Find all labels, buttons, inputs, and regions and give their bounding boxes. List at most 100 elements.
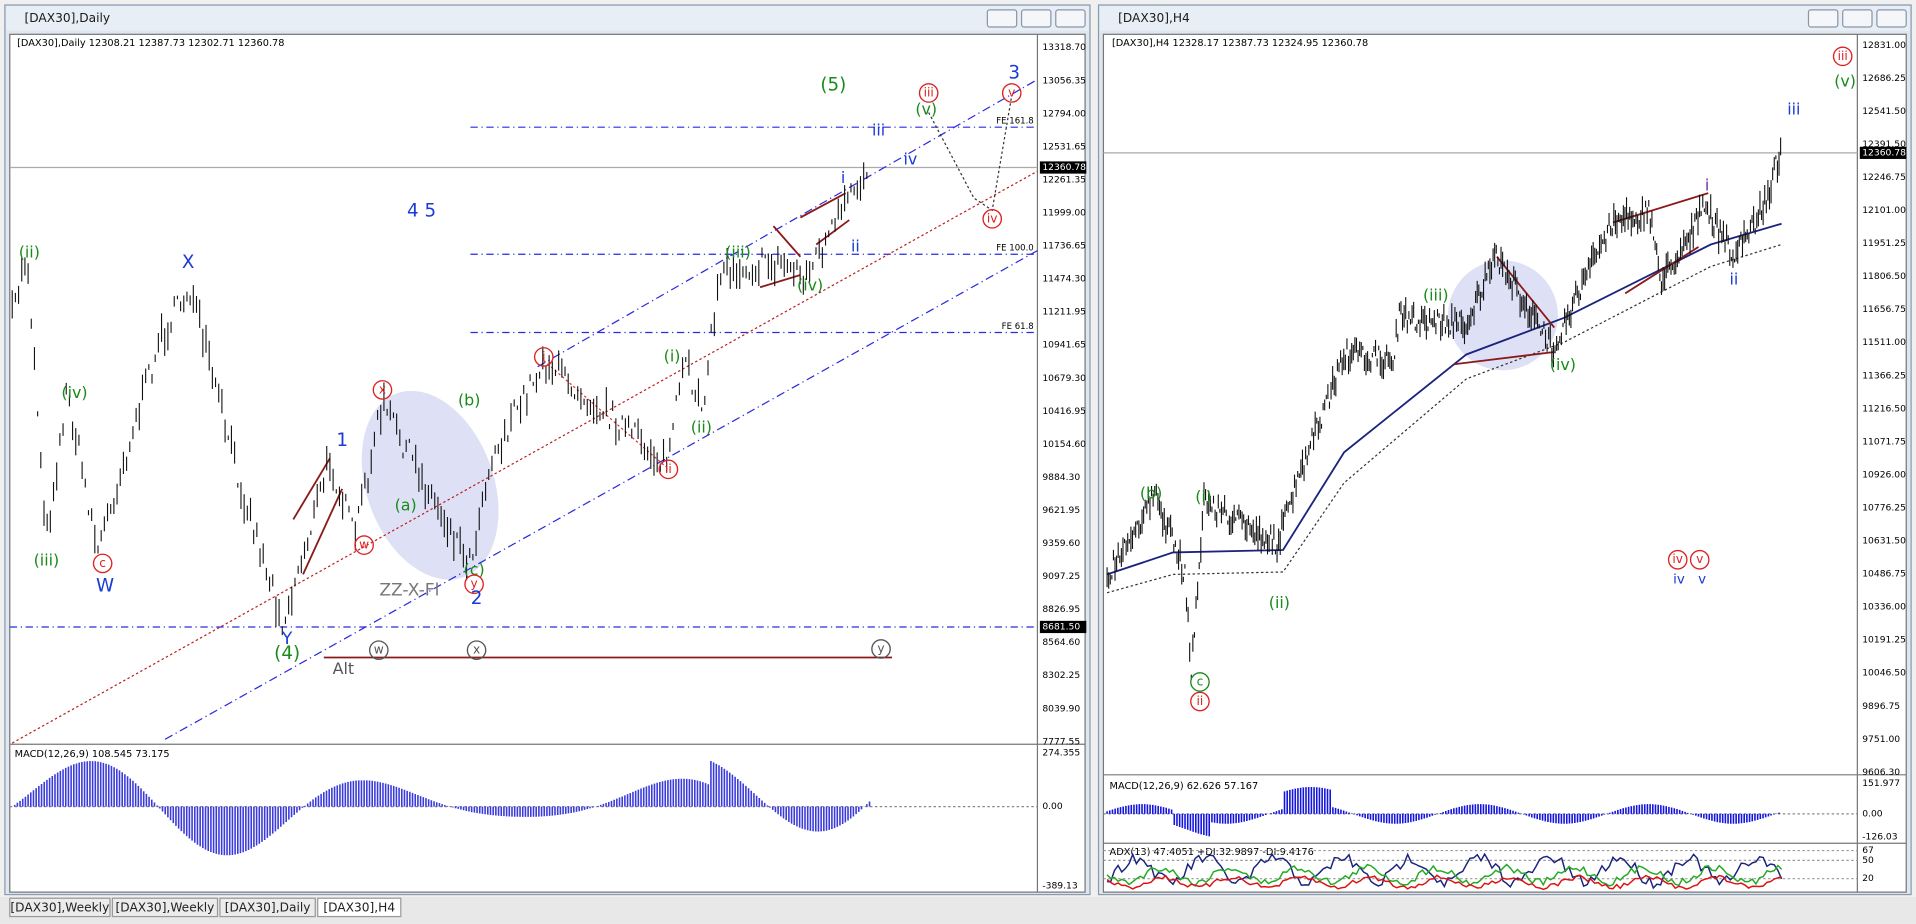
price-axis-label: 7777.55 bbox=[1042, 736, 1080, 747]
wave-circle bbox=[372, 380, 393, 400]
price-axis-label: 12531.65 bbox=[1042, 141, 1086, 152]
wedge-line bbox=[1453, 351, 1555, 366]
wave-label: Alt bbox=[333, 659, 355, 678]
price-axis-label: 11999.00 bbox=[1042, 208, 1086, 219]
wave-circle bbox=[1190, 672, 1210, 692]
wave-label: (iv) bbox=[1550, 355, 1576, 374]
macd-axis-label: -389.13 bbox=[1042, 881, 1078, 892]
price-marker-label: 12360.78 bbox=[1862, 147, 1906, 158]
price-axis-label: 9884.30 bbox=[1042, 472, 1080, 483]
wave-label: v bbox=[1698, 572, 1706, 587]
price-marker bbox=[1039, 161, 1087, 174]
wave-label: i bbox=[1705, 175, 1709, 194]
price-axis-label: 10154.60 bbox=[1042, 439, 1086, 450]
wedge-line bbox=[1624, 246, 1699, 295]
adx-line bbox=[1107, 852, 1783, 890]
chart-header: [DAX30],Daily 12308.21 12387.73 12302.71… bbox=[17, 38, 284, 49]
wedge-line bbox=[772, 225, 802, 258]
wave-label: ii bbox=[1730, 269, 1739, 288]
channel-line bbox=[537, 79, 1038, 368]
price-axis-label: 9359.60 bbox=[1042, 538, 1080, 549]
price-axis-label: 10336.00 bbox=[1862, 602, 1906, 613]
price-axis-label: 12794.00 bbox=[1042, 108, 1086, 119]
price-axis-label: 12101.00 bbox=[1862, 205, 1906, 216]
wave-label: (ii) bbox=[691, 417, 712, 436]
wave-label: W bbox=[96, 576, 114, 597]
wave-label: v bbox=[1008, 85, 1015, 99]
price-axis-label: 12686.25 bbox=[1862, 73, 1906, 84]
wave-label: ii bbox=[665, 462, 672, 476]
wave-label: iv bbox=[1673, 572, 1685, 587]
highlight-zone bbox=[1447, 260, 1558, 371]
tab[interactable] bbox=[219, 897, 316, 918]
wave-label: i bbox=[542, 349, 545, 363]
wave-label: (iv) bbox=[797, 276, 823, 295]
price-axis-label: 12261.35 bbox=[1042, 174, 1086, 185]
price-axis-label: 13056.35 bbox=[1042, 75, 1086, 86]
price-axis-label: 11511.00 bbox=[1862, 337, 1906, 348]
chart-header: [DAX30],H4 12328.17 12387.73 12324.95 12… bbox=[1112, 38, 1368, 49]
wave-label: Y bbox=[281, 629, 293, 649]
macd-axis-label: 151.977 bbox=[1862, 778, 1900, 789]
tab-label[interactable]: [DAX30],Daily bbox=[225, 901, 311, 915]
price-axis-label: 11071.75 bbox=[1862, 436, 1906, 447]
wave-label: (iii) bbox=[34, 550, 60, 569]
tab[interactable] bbox=[111, 897, 219, 918]
adx-axis-label: 20 bbox=[1862, 873, 1874, 884]
tab[interactable] bbox=[9, 897, 111, 918]
wave-label: (i) bbox=[1195, 487, 1212, 506]
price-bars bbox=[11, 162, 868, 636]
macd-histogram bbox=[13, 761, 871, 856]
wave-label: (v) bbox=[915, 100, 937, 119]
wave-circle bbox=[982, 208, 1003, 229]
tab-label[interactable]: [DAX30],H4 bbox=[323, 901, 395, 915]
wave-label: ii bbox=[1197, 694, 1204, 708]
price-axis-label: 10631.50 bbox=[1862, 536, 1906, 547]
adx-header: ADX(13) 47.4051 +DI:32.9897 -DI:9.4176 bbox=[1110, 847, 1314, 858]
wave-label: c bbox=[1197, 674, 1204, 688]
window-close-button[interactable] bbox=[1055, 9, 1086, 28]
wave-label: iv bbox=[987, 211, 998, 225]
wedge-line bbox=[292, 457, 331, 520]
wave-label: (b) bbox=[1140, 483, 1162, 502]
price-axis-label: 10679.30 bbox=[1042, 373, 1086, 384]
wave-label: ZZ-X-Fl bbox=[379, 580, 439, 600]
wave-label: (iv) bbox=[61, 383, 87, 402]
window-close-button[interactable] bbox=[1876, 9, 1907, 28]
macd-axis-label: 274.355 bbox=[1042, 747, 1080, 758]
price-marker-label: 12360.78 bbox=[1042, 162, 1086, 173]
price-axis-label: 12391.50 bbox=[1862, 139, 1906, 150]
wave-circle bbox=[871, 639, 891, 659]
window-max-button[interactable] bbox=[1020, 9, 1052, 28]
wave-label: c bbox=[99, 556, 106, 570]
price-axis-label: 10776.25 bbox=[1862, 502, 1906, 513]
tab[interactable] bbox=[317, 897, 402, 918]
price-axis-label: 8302.25 bbox=[1042, 670, 1080, 681]
window-min-button[interactable] bbox=[1807, 9, 1839, 28]
wave-label: w bbox=[359, 538, 369, 552]
price-axis-label: 10191.25 bbox=[1862, 635, 1906, 646]
wedge-line bbox=[815, 219, 850, 246]
moving-average bbox=[1106, 222, 1782, 576]
trend-line bbox=[11, 170, 1038, 744]
moving-average bbox=[1106, 243, 1782, 594]
wave-label: w bbox=[374, 643, 384, 657]
projection-path bbox=[928, 95, 1013, 212]
macd-header: MACD(12,26,9) 108.545 73.175 bbox=[15, 749, 170, 760]
wave-label: iv bbox=[1672, 552, 1683, 566]
wedge-line bbox=[1496, 256, 1556, 329]
wave-circle bbox=[1001, 83, 1022, 103]
price-axis-label: 9097.25 bbox=[1042, 571, 1080, 582]
macd-header: MACD(12,26,9) 62.626 57.167 bbox=[1110, 781, 1259, 792]
wave-circle bbox=[918, 83, 939, 103]
window-max-button[interactable] bbox=[1842, 9, 1873, 28]
window-min-button[interactable] bbox=[986, 9, 1018, 28]
wave-label: (4) bbox=[274, 643, 300, 664]
title-bar bbox=[1099, 6, 1910, 31]
highlight-zone bbox=[361, 390, 499, 580]
tab-label[interactable]: [DAX30],Weekly bbox=[116, 901, 215, 915]
price-axis-label: 11736.65 bbox=[1042, 241, 1086, 252]
tab-label[interactable]: [DAX30],Weekly bbox=[10, 901, 109, 915]
adx-axis-label: 50 bbox=[1862, 855, 1874, 866]
chart-area bbox=[9, 33, 1086, 893]
